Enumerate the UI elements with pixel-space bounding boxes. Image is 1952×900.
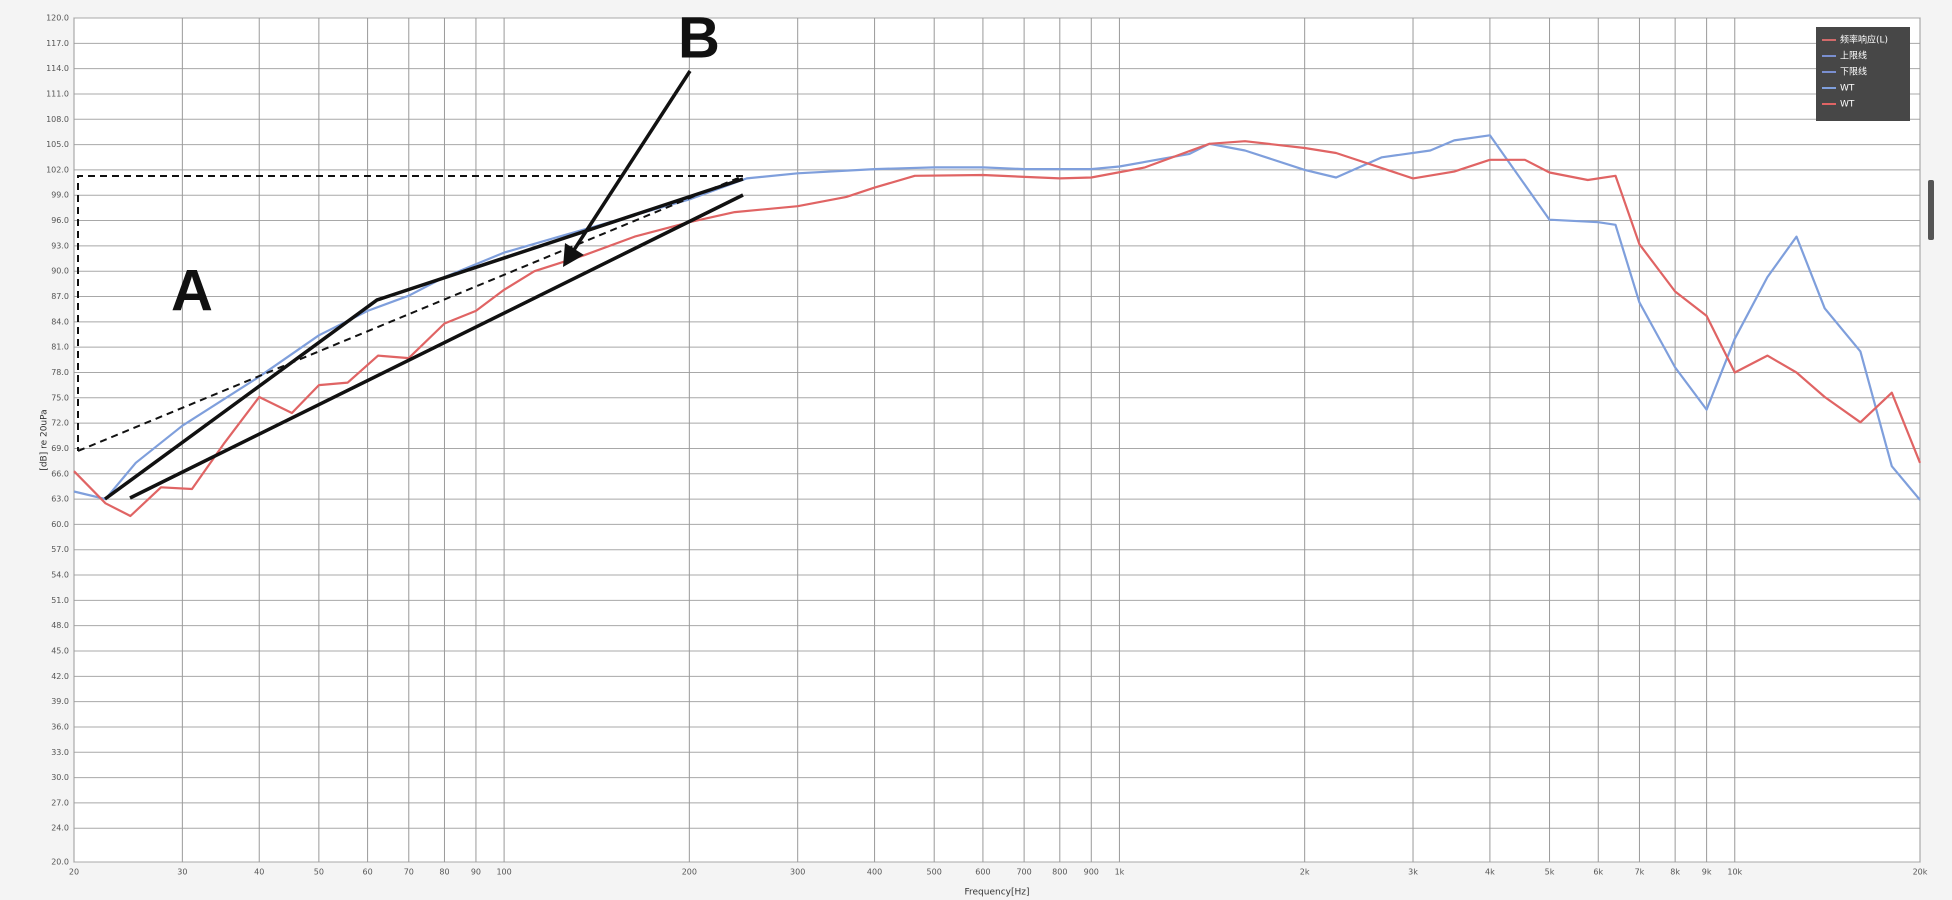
x-tick-label: 8k (1670, 868, 1680, 877)
y-tick-label: 84.0 (51, 317, 69, 326)
y-tick-label: 102.0 (46, 165, 69, 174)
x-tick-label: 90 (471, 868, 481, 877)
y-tick-label: 39.0 (51, 697, 69, 706)
x-tick-label: 500 (927, 868, 942, 877)
series-line (73, 134, 1921, 501)
x-tick-label: 20 (69, 868, 79, 877)
x-tick-label: 80 (439, 868, 449, 877)
series-lines (73, 134, 1922, 518)
grid (73, 17, 1921, 863)
x-tick-label: 60 (362, 868, 372, 877)
arrow-shaft (570, 70, 692, 254)
y-tick-label: 33.0 (51, 748, 69, 757)
x-tick-label: 9k (1702, 868, 1712, 877)
x-tick-label: 800 (1052, 868, 1067, 877)
x-tick-label: 4k (1485, 868, 1495, 877)
y-tick-label: 87.0 (51, 292, 69, 301)
x-tick-label: 700 (1016, 868, 1031, 877)
dashed-box (77, 175, 743, 451)
x-tick-label: 400 (867, 868, 882, 877)
x-tick-label: 600 (975, 868, 990, 877)
y-axis-label: [dB] re 20uPa (40, 409, 50, 470)
y-tick-label: 96.0 (51, 216, 69, 225)
legend-label: WT (1840, 100, 1855, 110)
plot-area (73, 17, 1921, 863)
annotation-line (103, 177, 744, 501)
tick-labels: 20.0 24.0 27.0 30.0 33.0 36.0 39.0 42.0 45.0 48.0… (46, 14, 1928, 877)
x-tick-label: 20k (1913, 868, 1928, 877)
y-tick-label: 117.0 (46, 39, 69, 48)
x-axis-label: Frequency[Hz] (964, 888, 1029, 898)
legend-label: WT (1840, 84, 1855, 94)
x-tick-label: 200 (682, 868, 697, 877)
annotation-label: A (171, 258, 213, 323)
scrollbar-handle (1928, 180, 1934, 240)
x-tick-label: 10k (1727, 868, 1742, 877)
y-tick-label: 108.0 (46, 115, 69, 124)
x-tick-label: 900 (1084, 868, 1099, 877)
y-tick-label: 105.0 (46, 140, 69, 149)
y-tick-label: 81.0 (51, 343, 69, 352)
x-tick-label: 2k (1300, 868, 1310, 877)
y-tick-label: 93.0 (51, 241, 69, 250)
x-tick-label: 70 (404, 868, 414, 877)
y-tick-label: 72.0 (51, 419, 69, 428)
y-tick-label: 36.0 (51, 722, 69, 731)
annotation-line (129, 193, 744, 500)
y-tick-label: 63.0 (51, 495, 69, 504)
arrow-head (563, 243, 584, 267)
y-tick-label: 57.0 (51, 545, 69, 554)
x-tick-label: 40 (254, 868, 264, 877)
y-tick-label: 66.0 (51, 469, 69, 478)
x-tick-label: 3k (1408, 868, 1418, 877)
x-tick-label: 6k (1593, 868, 1603, 877)
y-tick-label: 42.0 (51, 672, 69, 681)
legend-label: 频率响应(L) (1840, 34, 1888, 46)
legend-box (1816, 27, 1910, 121)
x-tick-label: 300 (790, 868, 805, 877)
y-tick-label: 69.0 (51, 444, 69, 453)
y-tick-label: 30.0 (51, 773, 69, 782)
x-tick-label: 7k (1635, 868, 1645, 877)
y-tick-label: 20.0 (51, 858, 69, 867)
y-tick-label: 24.0 (51, 824, 69, 833)
y-tick-label: 111.0 (46, 89, 69, 98)
y-tick-label: 27.0 (51, 798, 69, 807)
y-tick-label: 48.0 (51, 621, 69, 630)
y-tick-label: 78.0 (51, 368, 69, 377)
x-tick-label: 100 (496, 868, 511, 877)
legend-label: 上限线 (1840, 50, 1867, 62)
x-tick-label: 5k (1545, 868, 1555, 877)
y-tick-label: 75.0 (51, 393, 69, 402)
y-tick-label: 51.0 (51, 596, 69, 605)
x-tick-label: 50 (314, 868, 324, 877)
legend-label: 下限线 (1840, 66, 1867, 78)
y-tick-label: 120.0 (46, 14, 69, 23)
annotation-drawing (77, 70, 744, 501)
series-line (73, 140, 1922, 518)
y-tick-label: 114.0 (46, 64, 69, 73)
x-tick-label: 1k (1115, 868, 1125, 877)
y-tick-label: 60.0 (51, 520, 69, 529)
y-tick-label: 54.0 (51, 571, 69, 580)
y-tick-label: 90.0 (51, 267, 69, 276)
x-tick-label: 30 (177, 868, 187, 877)
y-tick-label: 45.0 (51, 647, 69, 656)
y-tick-label: 99.0 (51, 191, 69, 200)
annotation-label: B (678, 5, 720, 70)
